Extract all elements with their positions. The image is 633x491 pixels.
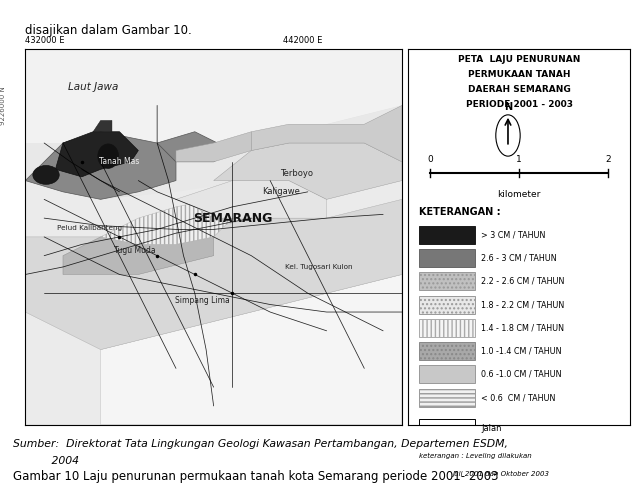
Text: 2004: 2004 xyxy=(13,456,78,466)
Polygon shape xyxy=(176,181,327,218)
Text: disajikan dalam Gambar 10.: disajikan dalam Gambar 10. xyxy=(25,24,192,37)
FancyBboxPatch shape xyxy=(419,272,475,290)
Polygon shape xyxy=(56,132,138,177)
Text: > 3 CM / TAHUN: > 3 CM / TAHUN xyxy=(482,230,546,239)
Polygon shape xyxy=(93,120,112,132)
Text: SEMARANG: SEMARANG xyxy=(193,212,272,224)
Polygon shape xyxy=(251,106,402,162)
Ellipse shape xyxy=(33,165,60,184)
Text: Kaligawe: Kaligawe xyxy=(263,188,301,196)
Polygon shape xyxy=(25,106,402,199)
Text: DAERAH SEMARANG: DAERAH SEMARANG xyxy=(468,85,570,94)
Text: 432000 E: 432000 E xyxy=(25,35,65,45)
Text: PERIODE 2001 - 2003: PERIODE 2001 - 2003 xyxy=(465,100,573,109)
FancyBboxPatch shape xyxy=(419,249,475,267)
Text: 2.6 - 3 CM / TAHUN: 2.6 - 3 CM / TAHUN xyxy=(482,253,557,263)
Text: Laut Jawa: Laut Jawa xyxy=(68,82,118,92)
FancyBboxPatch shape xyxy=(419,226,475,244)
Polygon shape xyxy=(176,132,251,162)
Text: Terboyo: Terboyo xyxy=(280,168,313,178)
Polygon shape xyxy=(213,143,402,199)
Text: Simpang Lima: Simpang Lima xyxy=(175,296,230,305)
Text: keterangan : Leveling dilakukan: keterangan : Leveling dilakukan xyxy=(419,453,532,459)
Polygon shape xyxy=(157,132,232,162)
Text: kilometer: kilometer xyxy=(498,190,541,199)
Text: 1.8 - 2.2 CM / TAHUN: 1.8 - 2.2 CM / TAHUN xyxy=(482,300,565,309)
FancyBboxPatch shape xyxy=(419,342,475,360)
Polygon shape xyxy=(101,199,232,245)
Text: 0: 0 xyxy=(427,155,434,164)
Polygon shape xyxy=(25,143,402,425)
Text: 442000 E: 442000 E xyxy=(284,35,323,45)
Text: Jalan: Jalan xyxy=(482,424,502,433)
FancyBboxPatch shape xyxy=(419,296,475,314)
Polygon shape xyxy=(25,132,176,199)
Text: Juli 2001 dan Oktober 2003: Juli 2001 dan Oktober 2003 xyxy=(453,471,549,477)
Polygon shape xyxy=(25,199,402,350)
Text: PETA  LAJU PENURUNAN: PETA LAJU PENURUNAN xyxy=(458,55,580,64)
FancyBboxPatch shape xyxy=(419,389,475,407)
Text: 0.6 -1.0 CM / TAHUN: 0.6 -1.0 CM / TAHUN xyxy=(482,370,562,379)
Text: 1: 1 xyxy=(516,155,522,164)
Text: KETERANGAN :: KETERANGAN : xyxy=(419,207,501,217)
Text: PERMUKAAN TANAH: PERMUKAAN TANAH xyxy=(468,70,570,79)
FancyBboxPatch shape xyxy=(419,319,475,337)
Polygon shape xyxy=(63,229,213,274)
FancyBboxPatch shape xyxy=(419,419,475,437)
FancyBboxPatch shape xyxy=(419,365,475,383)
Text: 1.0 -1.4 CM / TAHUN: 1.0 -1.4 CM / TAHUN xyxy=(482,347,562,355)
Ellipse shape xyxy=(98,144,118,168)
Polygon shape xyxy=(25,49,402,151)
Text: Tugu Muda: Tugu Muda xyxy=(114,246,155,254)
Text: Tanah Mas: Tanah Mas xyxy=(99,157,140,166)
Text: N: N xyxy=(504,102,512,112)
Text: 2: 2 xyxy=(605,155,610,164)
Text: < 0.6  CM / TAHUN: < 0.6 CM / TAHUN xyxy=(482,393,556,402)
Text: Pelud Kalibanteng: Pelud Kalibanteng xyxy=(58,224,122,230)
Text: Kel. Tugosari Kulon: Kel. Tugosari Kulon xyxy=(285,264,353,270)
Text: Gambar 10 Laju penurunan permukaan tanah kota Semarang periode 2001- 2003: Gambar 10 Laju penurunan permukaan tanah… xyxy=(13,470,498,483)
Text: 1.4 - 1.8 CM / TAHUN: 1.4 - 1.8 CM / TAHUN xyxy=(482,323,565,332)
Text: 9226000 N: 9226000 N xyxy=(0,86,6,125)
Polygon shape xyxy=(101,274,402,425)
Text: 2.2 - 2.6 CM / TAHUN: 2.2 - 2.6 CM / TAHUN xyxy=(482,277,565,286)
Text: Sumber:  Direktorat Tata Lingkungan Geologi Kawasan Pertambangan, Departemen ESD: Sumber: Direktorat Tata Lingkungan Geolo… xyxy=(13,438,508,449)
